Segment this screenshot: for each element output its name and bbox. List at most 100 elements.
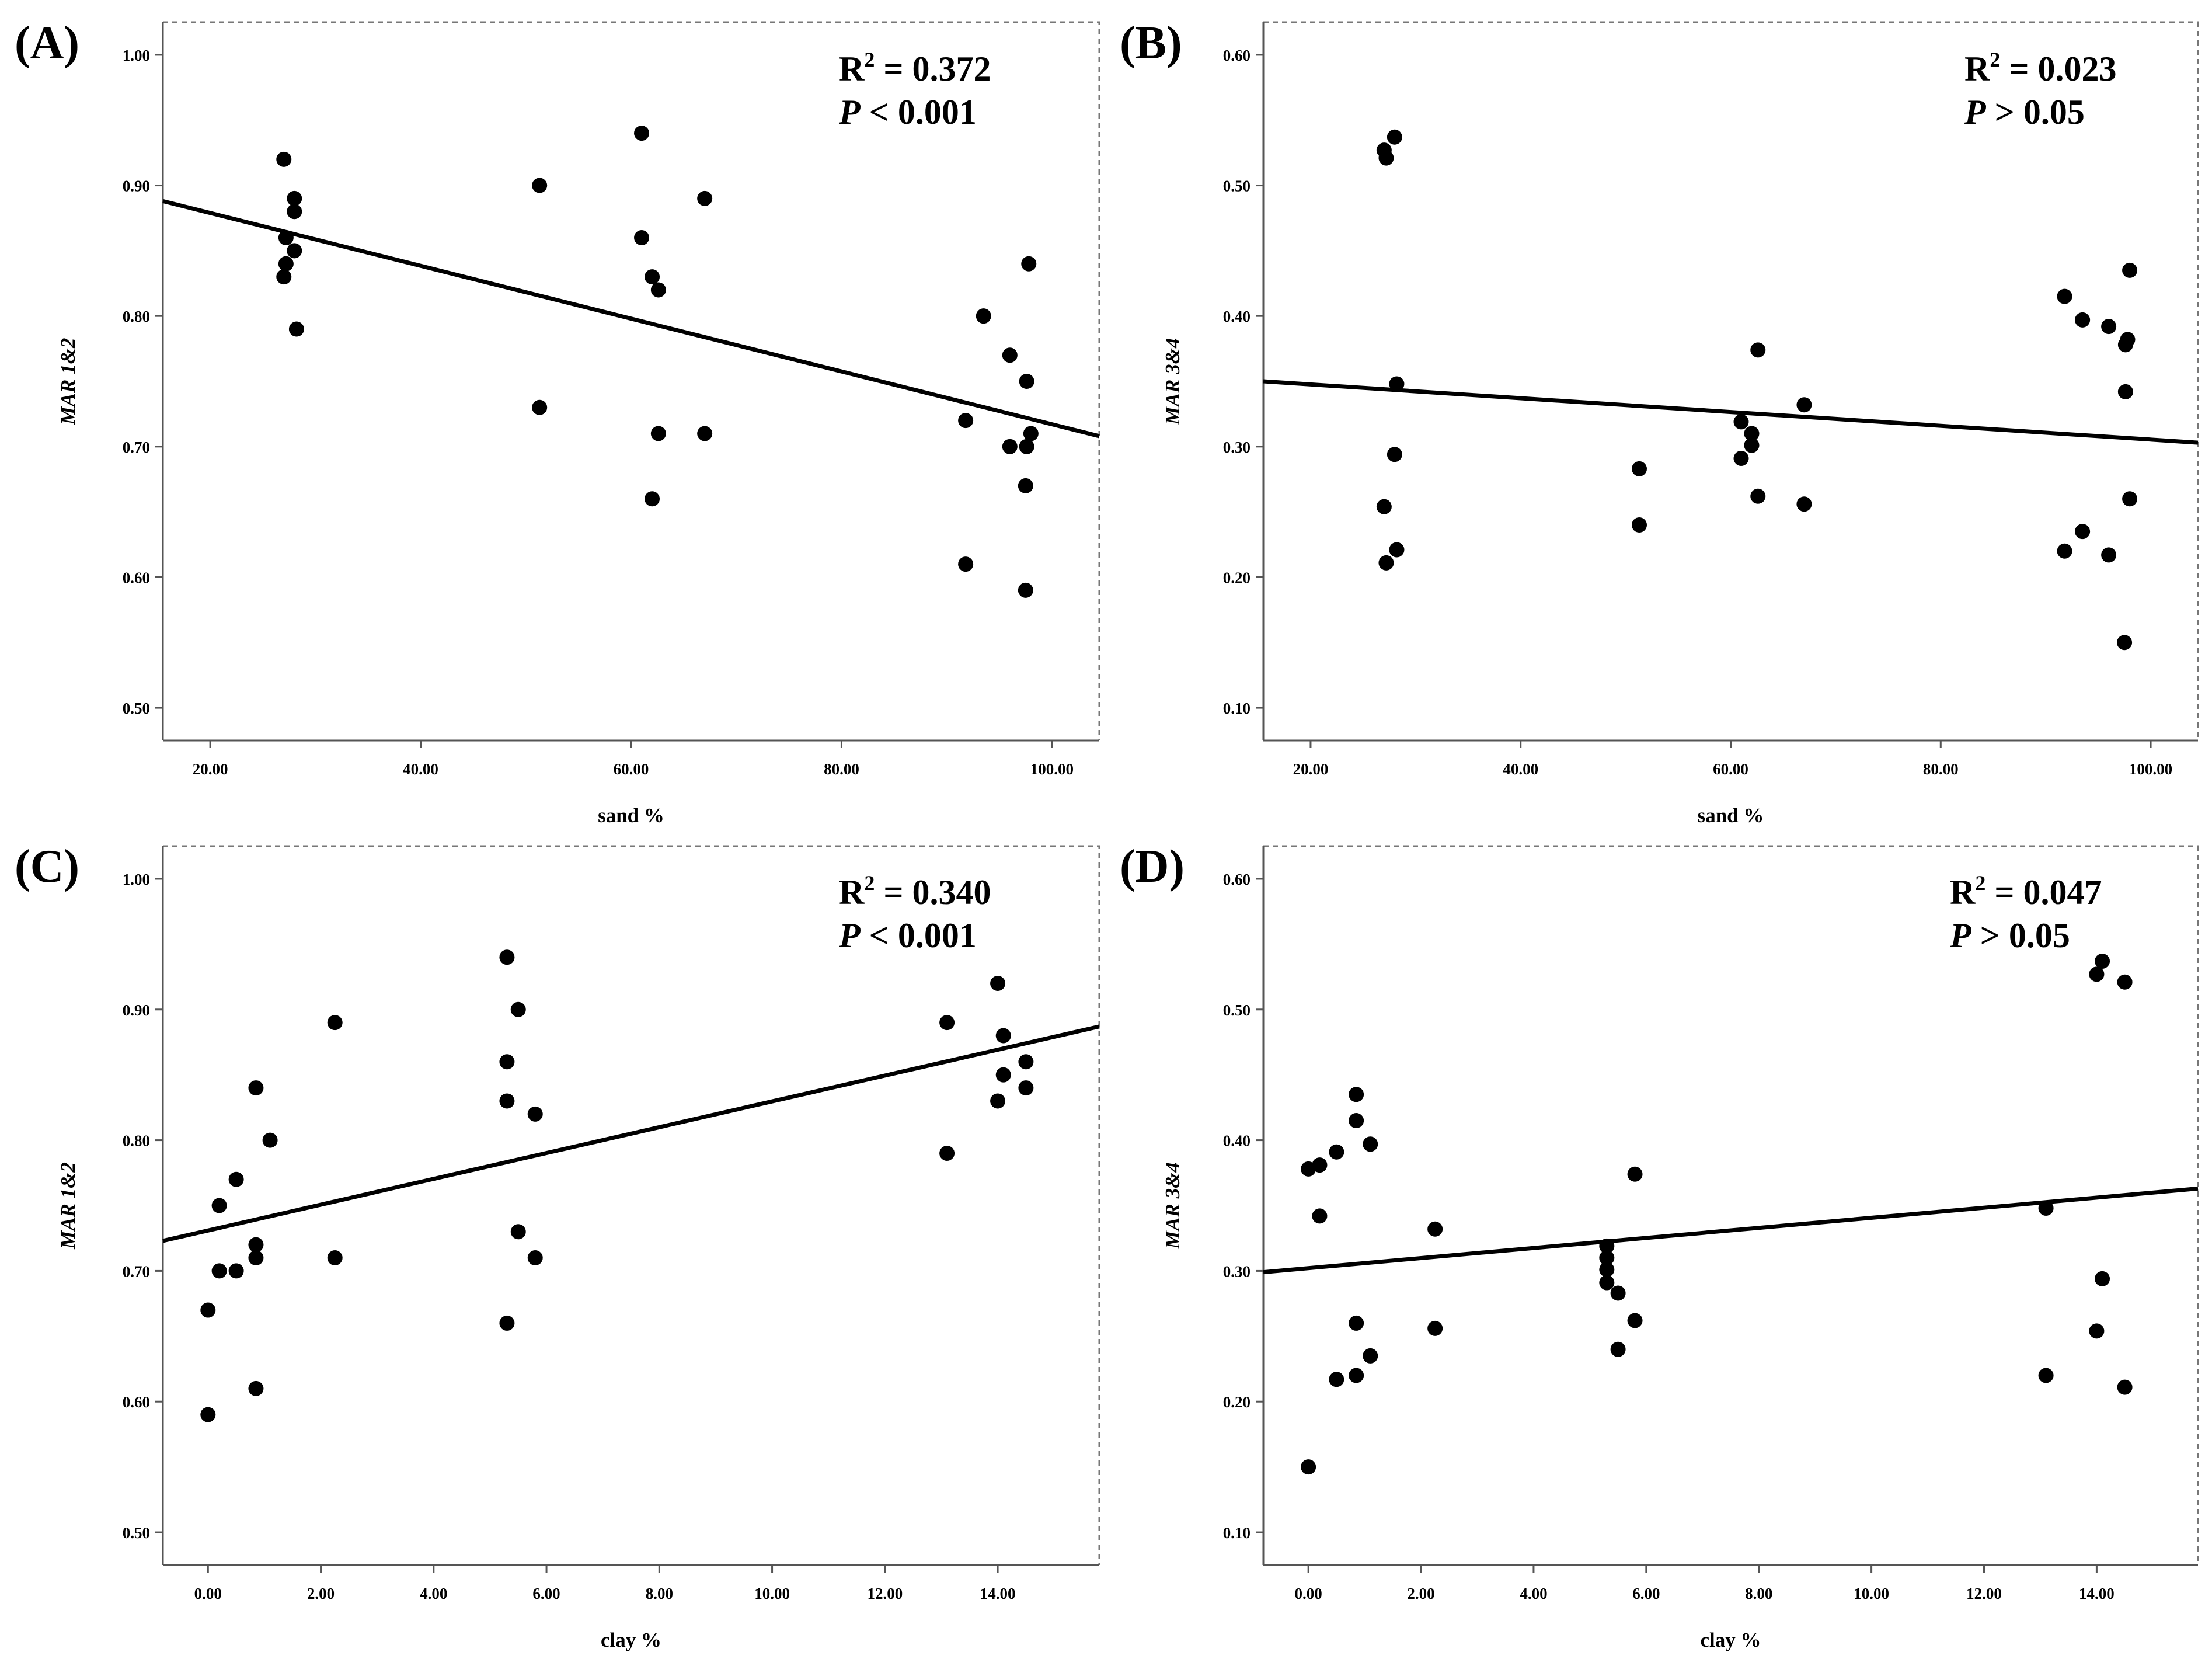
regression-line bbox=[1263, 379, 2199, 445]
data-point bbox=[510, 1001, 526, 1017]
y-tick-label: 0.30 bbox=[1223, 1262, 1250, 1280]
data-point bbox=[499, 1093, 515, 1109]
data-point bbox=[1387, 447, 1402, 462]
y-tick-label: 0.50 bbox=[1223, 1001, 1250, 1019]
data-point bbox=[1387, 129, 1402, 145]
y-tick-label: 1.00 bbox=[123, 47, 150, 64]
y-axis-title: MAR 1&2 bbox=[57, 338, 79, 426]
y-tick-label: 0.50 bbox=[123, 1524, 150, 1542]
y-tick-label: 0.90 bbox=[123, 178, 150, 195]
x-tick-label: 0.00 bbox=[1295, 1585, 1322, 1602]
data-point bbox=[1599, 1250, 1615, 1266]
p-value: < 0.001 bbox=[861, 93, 977, 131]
data-point bbox=[1427, 1221, 1443, 1237]
x-tick-label: 80.00 bbox=[1923, 760, 1959, 778]
y-axis-title: MAR 3&4 bbox=[1161, 1162, 1184, 1250]
r-squared-value: = 0.372 bbox=[875, 50, 991, 88]
data-point bbox=[1750, 488, 1766, 504]
data-point bbox=[976, 308, 991, 324]
panel-label: (A) bbox=[15, 18, 79, 69]
data-point bbox=[499, 1315, 515, 1331]
data-point bbox=[1329, 1372, 1344, 1387]
data-point bbox=[287, 204, 302, 220]
x-axis-title: clay % bbox=[1700, 1629, 1761, 1651]
data-point bbox=[2122, 491, 2138, 507]
data-point bbox=[248, 1080, 264, 1096]
x-tick-label: 40.00 bbox=[1503, 760, 1538, 778]
data-point bbox=[1023, 426, 1039, 441]
data-point bbox=[527, 1106, 543, 1122]
plot-frame bbox=[1263, 21, 2199, 740]
y-tick-label: 0.60 bbox=[1223, 871, 1250, 888]
r-squared-value: = 0.340 bbox=[875, 873, 991, 912]
y-tick-label: 1.00 bbox=[123, 871, 150, 888]
y-tick-label: 0.40 bbox=[1223, 1132, 1250, 1150]
panel-label: (D) bbox=[1120, 841, 1185, 892]
x-tick-label: 14.00 bbox=[980, 1585, 1016, 1602]
data-point bbox=[1019, 374, 1034, 389]
r-squared-annotation: R2 = 0.340 bbox=[839, 871, 991, 912]
p-symbol: P bbox=[838, 916, 861, 955]
data-point bbox=[200, 1302, 216, 1318]
data-point bbox=[2117, 635, 2133, 651]
x-axis-title: clay % bbox=[601, 1629, 661, 1651]
data-point bbox=[287, 243, 302, 259]
p-value: < 0.001 bbox=[861, 916, 977, 955]
regression-line bbox=[1263, 1186, 2199, 1275]
y-tick-label: 0.10 bbox=[1223, 1524, 1250, 1542]
data-point bbox=[278, 256, 294, 272]
panel-c: 0.50 0.60 0.70 0.80 0.90 1.00 0.00 2.00 4.00 6.00… bbox=[15, 841, 1100, 1651]
data-point bbox=[1610, 1285, 1626, 1301]
p-symbol: P bbox=[1949, 916, 1972, 955]
data-point bbox=[2089, 966, 2105, 982]
panel-a: 0.50 0.60 0.70 0.80 0.90 1.00 20.00 40.00 60.00 8… bbox=[15, 18, 1100, 827]
data-point bbox=[697, 190, 713, 206]
data-point bbox=[2117, 384, 2133, 399]
data-point bbox=[2075, 312, 2091, 328]
data-point bbox=[1301, 1459, 1316, 1475]
data-point bbox=[1427, 1320, 1443, 1336]
x-tick-label: 60.00 bbox=[1713, 760, 1748, 778]
panel-d: 0.10 0.20 0.30 0.40 0.50 0.60 0.00 2.00 4.00 6.00… bbox=[1120, 841, 2199, 1651]
p-value-annotation: P < 0.001 bbox=[838, 916, 977, 955]
x-tick-label: 2.00 bbox=[1407, 1585, 1434, 1602]
y-tick-label: 0.60 bbox=[123, 569, 150, 586]
data-point bbox=[1627, 1313, 1643, 1328]
panel-label: (B) bbox=[1120, 18, 1182, 69]
data-point bbox=[1002, 439, 1018, 454]
data-point bbox=[1378, 150, 1394, 166]
data-point bbox=[650, 426, 666, 441]
r-squared-value: = 0.023 bbox=[2000, 50, 2116, 88]
data-point bbox=[1744, 426, 1760, 441]
p-symbol: P bbox=[1964, 93, 1987, 131]
data-point bbox=[288, 321, 304, 337]
data-point bbox=[2117, 337, 2133, 353]
r-squared-superscript: 2 bbox=[864, 871, 875, 895]
panel-label: (C) bbox=[15, 841, 79, 892]
data-point bbox=[1599, 1262, 1615, 1278]
data-point bbox=[645, 491, 660, 507]
data-point bbox=[276, 269, 292, 285]
data-point bbox=[1631, 517, 1647, 533]
data-point bbox=[1796, 496, 1812, 512]
y-axis-title: MAR 3&4 bbox=[1161, 338, 1184, 426]
data-point bbox=[645, 269, 660, 285]
data-point bbox=[958, 556, 974, 572]
data-point bbox=[2101, 547, 2117, 563]
y-tick-label: 0.90 bbox=[123, 1001, 150, 1019]
x-tick-label: 100.00 bbox=[2129, 760, 2172, 778]
r-squared-superscript: 2 bbox=[864, 48, 875, 71]
data-point bbox=[1750, 342, 1766, 358]
data-point bbox=[995, 1028, 1011, 1044]
data-point bbox=[2095, 1271, 2110, 1286]
data-point bbox=[1363, 1136, 1378, 1152]
data-point bbox=[262, 1132, 278, 1148]
data-point bbox=[1363, 1348, 1378, 1364]
data-point bbox=[278, 230, 294, 245]
data-point bbox=[1610, 1341, 1626, 1357]
data-point bbox=[634, 230, 650, 245]
x-tick-label: 14.00 bbox=[2079, 1585, 2115, 1602]
data-point bbox=[248, 1250, 264, 1266]
data-point bbox=[1312, 1157, 1328, 1173]
r-squared-value: = 0.047 bbox=[1985, 873, 2102, 912]
